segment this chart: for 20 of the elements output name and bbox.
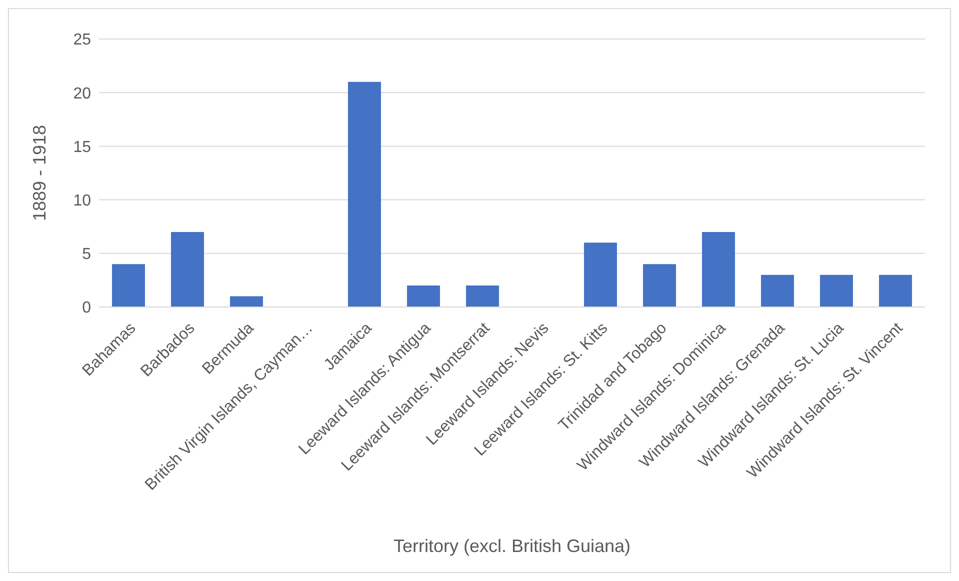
- y-tick-label: 25: [73, 32, 92, 49]
- y-axis-title: 1889 - 1918: [29, 124, 50, 222]
- bar: [170, 232, 204, 307]
- y-tick-label: 20: [73, 85, 92, 102]
- y-tick-label: 15: [73, 138, 92, 156]
- y-tick-label: 0: [82, 300, 92, 317]
- y-tick-label: 10: [73, 192, 92, 210]
- bar: [642, 264, 676, 307]
- bar: [820, 274, 853, 307]
- bar: [406, 286, 440, 307]
- bar: [348, 82, 381, 307]
- bar: [230, 296, 263, 307]
- y-tick-label: 5: [82, 246, 92, 264]
- bar: [112, 264, 145, 307]
- bar: [760, 274, 794, 307]
- x-axis-title: Territory (excl. British Guiana): [393, 536, 631, 556]
- bar: [878, 274, 912, 307]
- bar: [466, 286, 499, 307]
- bar: [584, 242, 617, 307]
- bar: [702, 232, 735, 307]
